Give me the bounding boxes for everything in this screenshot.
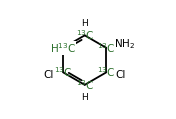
Text: Cl: Cl: [115, 70, 126, 80]
Text: $^{13}$C: $^{13}$C: [54, 66, 73, 79]
Text: Cl: Cl: [44, 70, 54, 80]
Text: $^{13}$C: $^{13}$C: [97, 41, 115, 55]
Text: NH$_2$: NH$_2$: [114, 37, 136, 51]
Text: H: H: [81, 93, 88, 102]
Text: H$^{13}$C: H$^{13}$C: [50, 41, 76, 55]
Text: H: H: [81, 19, 88, 28]
Text: $^{13}$C: $^{13}$C: [76, 28, 94, 42]
Text: $^{13}$C: $^{13}$C: [76, 78, 94, 92]
Text: $^{13}$C: $^{13}$C: [97, 66, 115, 79]
